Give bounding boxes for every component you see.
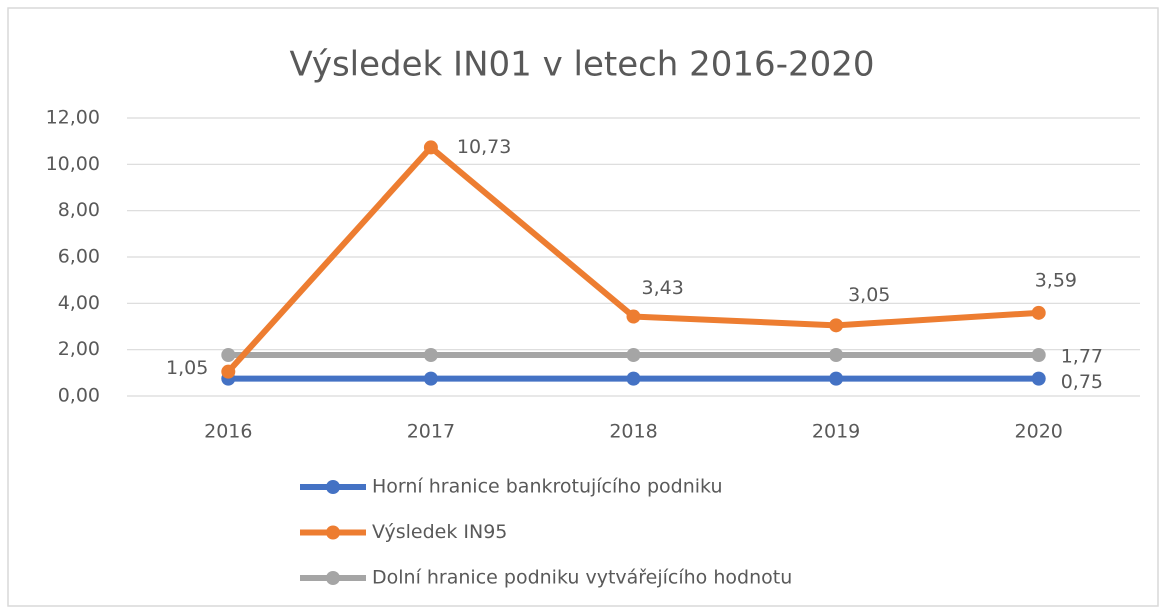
data-label: 10,73 [457, 136, 511, 158]
data-point [626, 371, 641, 386]
x-tick-label: 2018 [609, 421, 657, 443]
data-point [626, 309, 641, 324]
legend-marker [326, 525, 340, 540]
legend-marker [326, 480, 340, 494]
data-point [1031, 371, 1046, 386]
chart-title: Výsledek IN01 v letech 2016-2020 [290, 45, 875, 85]
data-label: 3,43 [642, 277, 684, 299]
legend-label: Horní hranice bankrotujícího podniku [372, 476, 723, 498]
data-point [626, 347, 641, 362]
data-label: 1,77 [1061, 345, 1103, 367]
data-point [1031, 305, 1046, 320]
data-label: 0,75 [1061, 371, 1103, 393]
x-tick-label: 2017 [407, 421, 455, 443]
data-point [423, 140, 438, 155]
x-tick-label: 2020 [1015, 421, 1063, 443]
legend-label: Dolní hranice podniku vytvářejícího hodn… [372, 567, 792, 589]
data-label: 3,59 [1035, 269, 1077, 291]
chart-border [7, 7, 1159, 607]
data-point [1031, 347, 1046, 362]
data-point [221, 347, 236, 362]
y-tick-label: 10,00 [46, 153, 100, 175]
legend-label: Výsledek IN95 [372, 521, 507, 543]
data-label: 1,05 [166, 357, 208, 379]
x-tick-label: 2016 [204, 421, 252, 443]
y-tick-label: 4,00 [58, 292, 100, 314]
y-tick-label: 0,00 [58, 385, 100, 407]
data-point [423, 347, 438, 362]
x-tick-label: 2019 [812, 421, 860, 443]
data-point [829, 318, 844, 333]
y-tick-label: 2,00 [58, 338, 100, 360]
legend-marker [326, 571, 340, 585]
data-point [423, 371, 438, 386]
data-point [221, 364, 236, 379]
data-label: 3,05 [848, 284, 890, 306]
y-tick-label: 12,00 [46, 107, 100, 129]
y-tick-label: 6,00 [58, 246, 100, 268]
y-tick-label: 8,00 [58, 199, 100, 221]
data-point [829, 371, 844, 386]
data-point [829, 347, 844, 362]
